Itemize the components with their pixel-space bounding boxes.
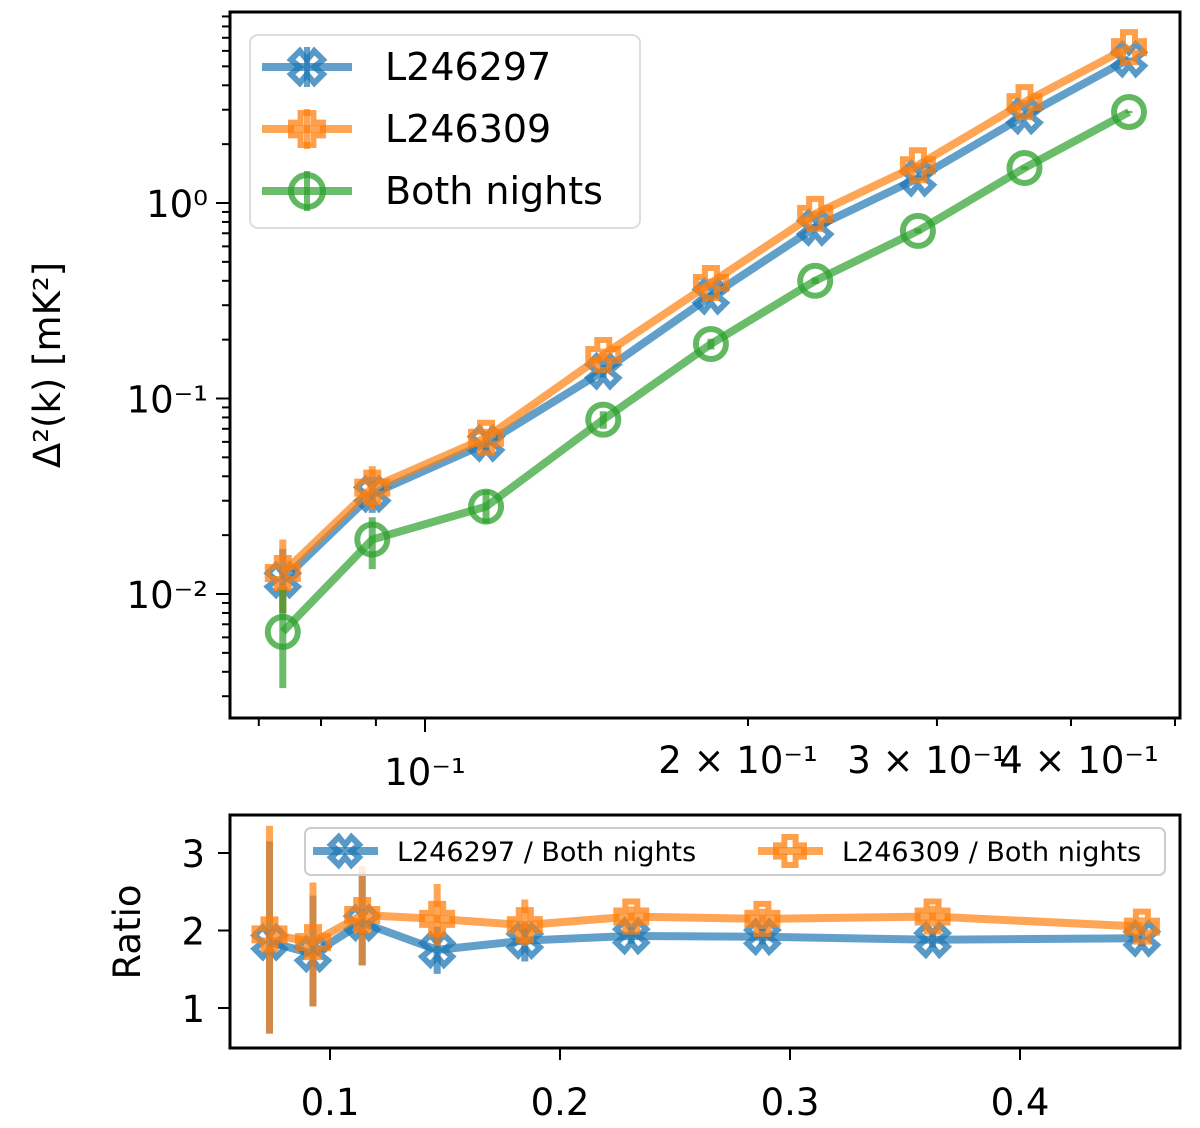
marker-plus: [1110, 29, 1147, 66]
y-tick-label: 1: [181, 988, 205, 1031]
series-line: [280, 43, 1131, 576]
y-tick-label: 10⁻²: [127, 574, 208, 617]
marker-circle: [264, 613, 301, 650]
marker-plus: [288, 110, 326, 148]
y-tick-label: 3: [181, 833, 205, 876]
x-tick-label: 10⁻¹: [384, 751, 465, 794]
series-both-nights: [264, 94, 1147, 689]
y-axis-label-top: Δ²(k) [mK²]: [26, 262, 69, 468]
series-line: [279, 108, 1131, 635]
marker-plus: [1123, 908, 1160, 945]
marker-plus: [899, 147, 936, 184]
legend-frame: [304, 827, 1166, 876]
legend-label: L246309 / Both nights: [842, 837, 1141, 868]
series-l246309: [264, 29, 1147, 613]
marker-plus: [468, 419, 505, 456]
legend: L246297 / Both nights L246309 / Both nigh…: [304, 827, 1166, 876]
marker-plus: [797, 195, 834, 232]
marker-circle: [354, 521, 391, 558]
marker-plus: [914, 898, 951, 935]
marker-plus: [354, 469, 391, 506]
x-tick-label: 0.4: [991, 1081, 1050, 1124]
marker-circle: [468, 488, 505, 525]
marker-circle: [797, 262, 834, 299]
marker-plus: [419, 900, 456, 937]
x-tick-label: 0.1: [301, 1081, 360, 1124]
marker-circle: [692, 326, 729, 363]
legend-label: L246297 / Both nights: [397, 837, 696, 868]
x-tick-label: 0.3: [761, 1081, 820, 1124]
series-line: [268, 910, 1143, 947]
marker-circle: [1006, 150, 1043, 187]
marker-plus: [744, 900, 781, 937]
y-tick-label: 10⁰: [146, 183, 208, 226]
marker-plus: [344, 897, 381, 933]
marker-circle: [288, 172, 326, 210]
marker-plus: [585, 336, 622, 373]
x-tick-label: 0.2: [531, 1081, 590, 1124]
axes-frame: [228, 10, 1182, 720]
legend-label: L246297: [385, 45, 551, 89]
legend-frame: [249, 34, 641, 229]
marker-plus: [264, 555, 301, 592]
series-l246309-both-nights: [251, 825, 1160, 1034]
x-tick-label: 3 × 10⁻¹: [847, 739, 1007, 782]
x-tick-label: 2 × 10⁻¹: [658, 739, 818, 782]
y-tick-label: 2: [181, 911, 205, 954]
marker-plus: [613, 898, 650, 935]
axes-frame: [228, 813, 1182, 1050]
marker-circle: [899, 212, 936, 249]
marker-plus: [692, 264, 729, 301]
marker-circle: [1110, 94, 1147, 131]
series-line: [268, 918, 1142, 959]
x-tick-label: 4 × 10⁻¹: [999, 739, 1159, 782]
top-panel: 10⁻¹ 2 × 10⁻¹ 3 × 10⁻¹4 × 10⁻¹ 10⁰ 10⁻¹ 10⁻² L…: [127, 10, 1182, 794]
marker-x: [326, 832, 364, 870]
y-axis-label-ratio: Ratio: [106, 885, 149, 980]
marker-plus: [251, 916, 288, 953]
legend-label: Both nights: [385, 169, 603, 213]
marker-plus: [1006, 84, 1043, 121]
legend: L246297 L246309 Both nights: [249, 34, 641, 229]
marker-plus: [773, 834, 807, 868]
marker-plus: [294, 924, 331, 961]
y-tick-label: 10⁻¹: [127, 379, 208, 422]
marker-circle: [585, 401, 622, 438]
marker-x: [286, 46, 328, 88]
marker-plus: [506, 907, 543, 944]
legend-label: L246309: [385, 107, 551, 151]
